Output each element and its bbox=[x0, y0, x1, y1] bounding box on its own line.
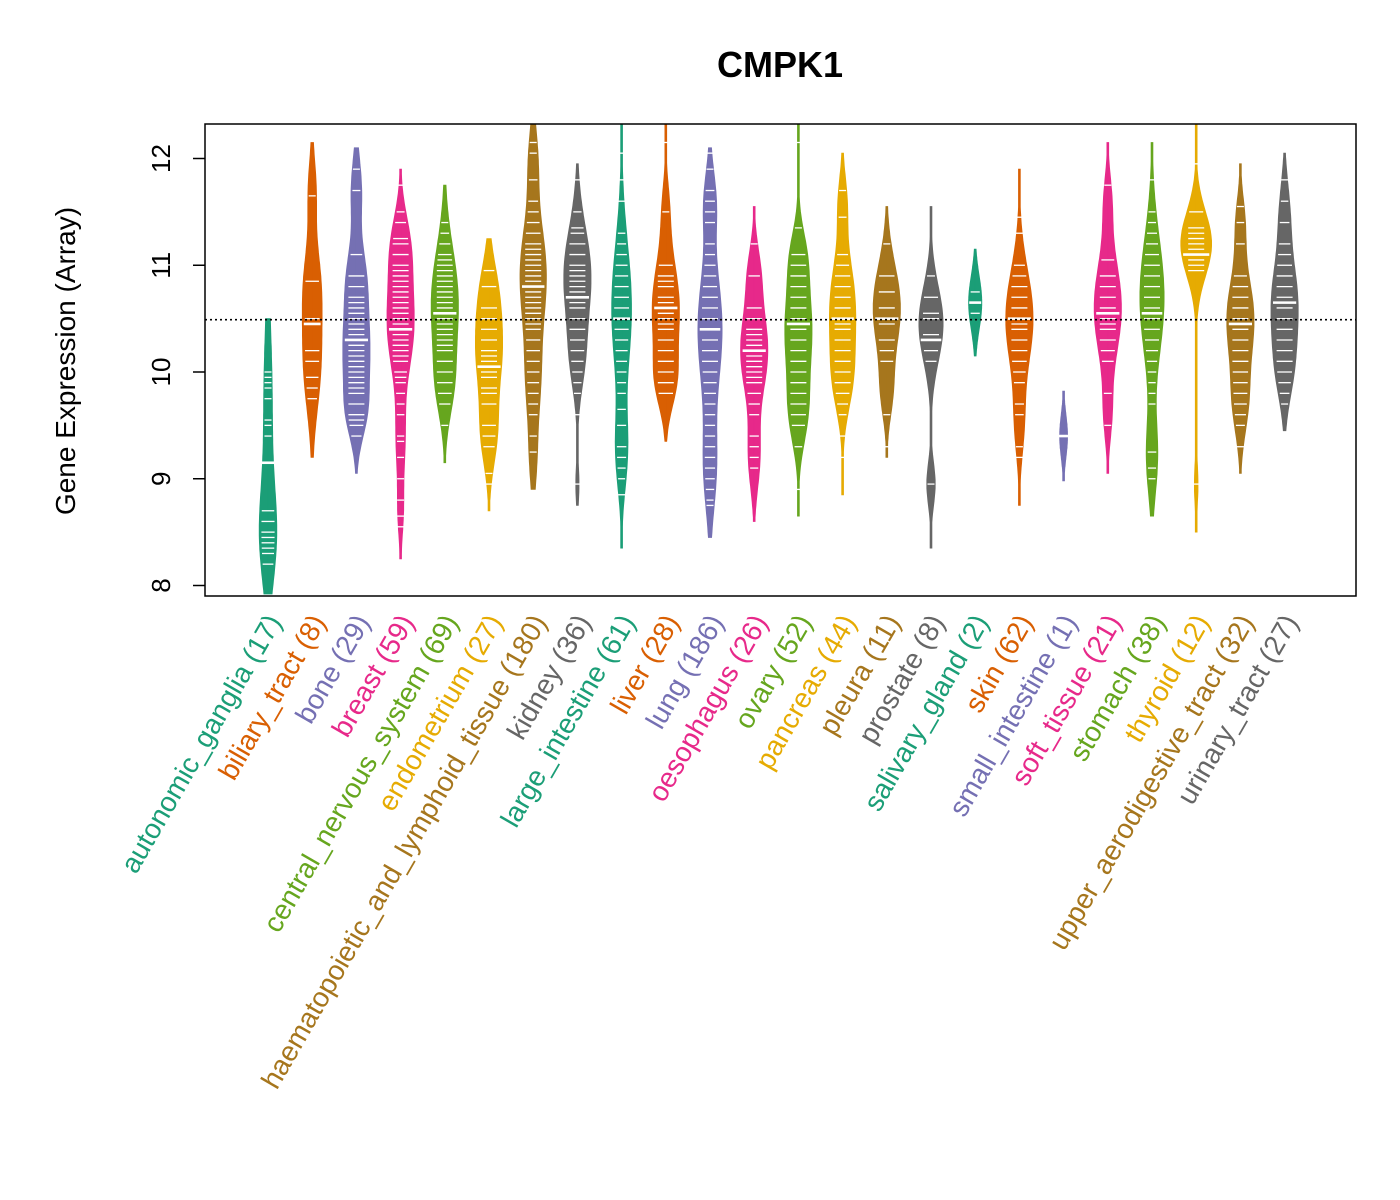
violin-series bbox=[301, 142, 323, 458]
y-tick-label: 12 bbox=[146, 144, 176, 173]
violin-series bbox=[968, 248, 983, 357]
chart-title: CMPK1 bbox=[717, 44, 843, 85]
violin-series bbox=[829, 152, 857, 496]
violin-series bbox=[740, 206, 769, 522]
violin-series bbox=[697, 147, 723, 538]
violin-series bbox=[651, 124, 680, 442]
violin-series bbox=[1180, 124, 1212, 533]
violin-series bbox=[475, 238, 503, 512]
violin-series bbox=[519, 124, 547, 490]
violins-group bbox=[258, 124, 1299, 595]
violin-series bbox=[258, 318, 278, 595]
violin-series bbox=[1139, 142, 1165, 517]
y-tick-label: 8 bbox=[146, 578, 176, 592]
violin-series bbox=[430, 184, 459, 464]
violin-series bbox=[611, 124, 632, 549]
y-tick-label: 10 bbox=[146, 358, 176, 387]
violin-series bbox=[342, 147, 371, 474]
violin-series bbox=[1057, 390, 1070, 482]
violin-series bbox=[563, 163, 592, 506]
violin-series bbox=[386, 168, 415, 560]
y-axis-label: Gene Expression (Array) bbox=[50, 207, 81, 515]
violin-series bbox=[918, 206, 944, 549]
violin-series bbox=[872, 206, 901, 458]
violin-series bbox=[1093, 142, 1122, 474]
violin-series bbox=[1270, 152, 1299, 432]
plot-frame bbox=[204, 123, 1357, 597]
violin-series bbox=[1005, 168, 1034, 506]
violin-series bbox=[1226, 163, 1255, 474]
y-tick-label: 9 bbox=[146, 472, 176, 486]
violin-series bbox=[784, 124, 813, 517]
y-tick-label: 11 bbox=[146, 252, 176, 279]
